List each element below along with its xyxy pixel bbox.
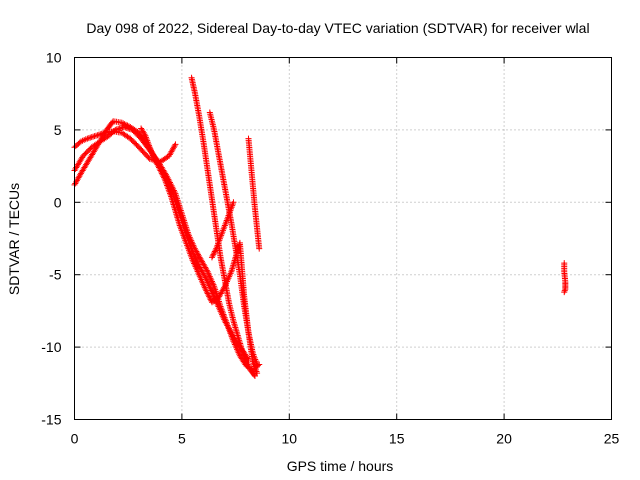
data-point	[158, 170, 165, 177]
x-tick-label: 5	[178, 431, 186, 447]
data-point	[256, 245, 263, 252]
data-point	[202, 286, 209, 293]
data-point	[160, 173, 167, 180]
x-axis-label: GPS time / hours	[287, 458, 394, 474]
data-point	[203, 267, 210, 274]
x-tick-label: 15	[389, 431, 405, 447]
data-point	[206, 293, 213, 300]
x-tick-label: 25	[604, 431, 620, 447]
data-point	[120, 120, 127, 127]
data-point	[157, 167, 164, 174]
data-point	[561, 289, 568, 296]
data-point	[118, 119, 125, 126]
data-point	[208, 254, 215, 261]
x-tick-label: 0	[71, 431, 79, 447]
data-point	[244, 360, 251, 367]
data-point	[121, 121, 128, 128]
data-point	[562, 286, 569, 293]
data-point	[246, 364, 253, 371]
data-point	[251, 373, 258, 380]
data-point	[230, 199, 237, 206]
data-point	[203, 287, 210, 294]
data-point	[141, 131, 148, 138]
plot-frame	[74, 57, 612, 420]
data-point	[161, 174, 167, 181]
data-point	[172, 141, 179, 148]
data-point	[171, 142, 178, 149]
data-point	[109, 119, 116, 126]
y-tick-label: 0	[54, 194, 62, 210]
y-tick-label: 5	[54, 122, 62, 138]
data-point	[212, 247, 219, 254]
data-point	[159, 171, 166, 178]
x-tick-label: 20	[496, 431, 512, 447]
data-point	[205, 291, 212, 298]
data-point	[209, 252, 216, 259]
y-axis-label: SDTVAR / TECUs	[6, 183, 22, 295]
data-point	[211, 249, 218, 256]
data-point	[251, 371, 258, 378]
chart-title: Day 098 of 2022, Sidereal Day-to-day VTE…	[86, 20, 589, 36]
data-point	[254, 361, 261, 368]
data-point	[211, 248, 218, 255]
data-point	[206, 294, 213, 301]
data-point	[254, 362, 261, 369]
data-point	[561, 287, 568, 294]
data-point	[155, 164, 162, 171]
data-point	[155, 163, 162, 170]
data-point	[245, 362, 252, 369]
data-point	[243, 358, 250, 365]
axis-ticks: 0 5 10 15 20 25 -15 -10 -5 0 5 10	[41, 50, 619, 447]
data-point	[244, 361, 251, 368]
y-tick-label: 10	[46, 50, 62, 66]
data-points	[71, 74, 569, 380]
data-point	[204, 290, 211, 297]
y-tick-label: -15	[41, 412, 61, 428]
y-tick-label: -10	[41, 339, 61, 355]
data-point	[203, 289, 210, 296]
grid	[74, 57, 612, 420]
data-point	[158, 168, 165, 175]
data-point	[156, 165, 163, 172]
x-tick-label: 10	[282, 431, 298, 447]
data-point	[210, 251, 217, 258]
y-tick-label: -5	[49, 267, 62, 283]
